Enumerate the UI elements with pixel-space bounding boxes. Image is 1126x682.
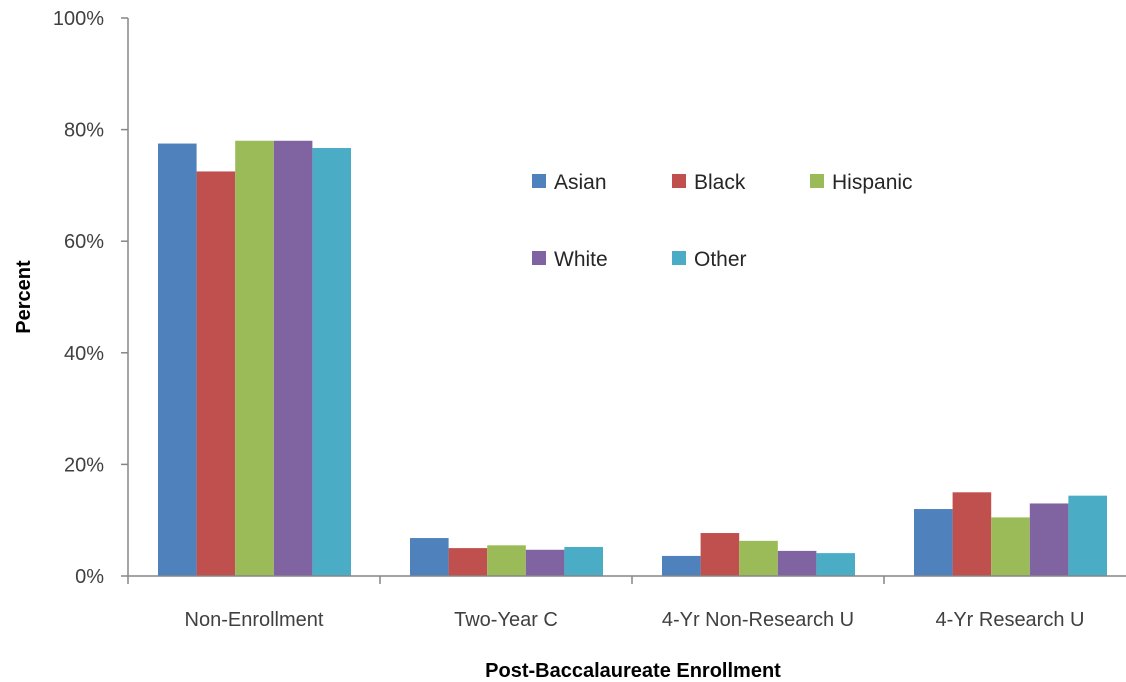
bar-hispanic-2 xyxy=(739,540,778,576)
legend-label-white: White xyxy=(554,248,608,271)
x-tick-label: 4-Yr Non-Research U xyxy=(662,609,854,631)
bar-asian-0 xyxy=(158,143,197,577)
y-tick-label: 100% xyxy=(53,8,104,30)
legend-label-hispanic: Hispanic xyxy=(832,171,913,194)
y-tick-label: 0% xyxy=(75,566,104,588)
bar-white-2 xyxy=(777,550,817,576)
y-tick-label: 40% xyxy=(64,343,104,365)
bar-black-3 xyxy=(952,492,992,576)
x-axis-ticks: Non-Enrollment Two-Year C 4-Yr Non-Researc… xyxy=(127,576,1085,631)
bar-asian-1 xyxy=(410,538,449,576)
bar-other-0 xyxy=(312,148,351,576)
legend-swatch-black xyxy=(672,174,686,188)
x-tick-label: Two-Year C xyxy=(454,609,558,631)
bar-black-2 xyxy=(700,533,740,576)
legend-swatch-asian xyxy=(532,174,546,188)
y-axis-ticks: 0% 20% 40% 60% 80% 100% xyxy=(53,8,128,588)
bar-black-1 xyxy=(448,548,488,576)
legend-label-other: Other xyxy=(694,248,747,271)
bar-other-2 xyxy=(816,553,855,576)
bar-black-0 xyxy=(196,171,236,576)
axes: 0% 20% 40% 60% 80% 100% Non-Enrollment Two-Yea… xyxy=(53,8,1126,631)
bar-other-3 xyxy=(1068,495,1107,576)
bar-hispanic-1 xyxy=(487,545,526,576)
bar-white-1 xyxy=(525,549,565,576)
legend-label-asian: Asian xyxy=(554,171,607,194)
legend-swatch-other xyxy=(672,251,686,265)
legend-label-black: Black xyxy=(694,171,746,194)
plot-area xyxy=(158,140,1107,577)
bar-other-1 xyxy=(564,546,603,576)
x-axis-title: Post-Baccalaureate Enrollment xyxy=(485,660,781,682)
bar-white-0 xyxy=(273,140,313,576)
bar-asian-2 xyxy=(662,555,701,576)
y-axis-title: Percent xyxy=(13,260,35,334)
y-tick-label: 20% xyxy=(64,454,104,476)
bar-asian-3 xyxy=(914,509,953,576)
x-tick-label: Non-Enrollment xyxy=(185,609,324,631)
y-tick-label: 60% xyxy=(64,231,104,253)
bar-hispanic-0 xyxy=(235,140,274,576)
y-tick-label: 80% xyxy=(64,120,104,142)
bar-white-3 xyxy=(1029,503,1069,576)
bar-hispanic-3 xyxy=(991,517,1030,576)
legend-swatch-hispanic xyxy=(810,174,824,188)
legend-swatch-white xyxy=(532,251,546,265)
legend: Asian Black Hispanic White Other xyxy=(532,171,913,271)
x-tick-label: 4-Yr Research U xyxy=(936,609,1085,631)
